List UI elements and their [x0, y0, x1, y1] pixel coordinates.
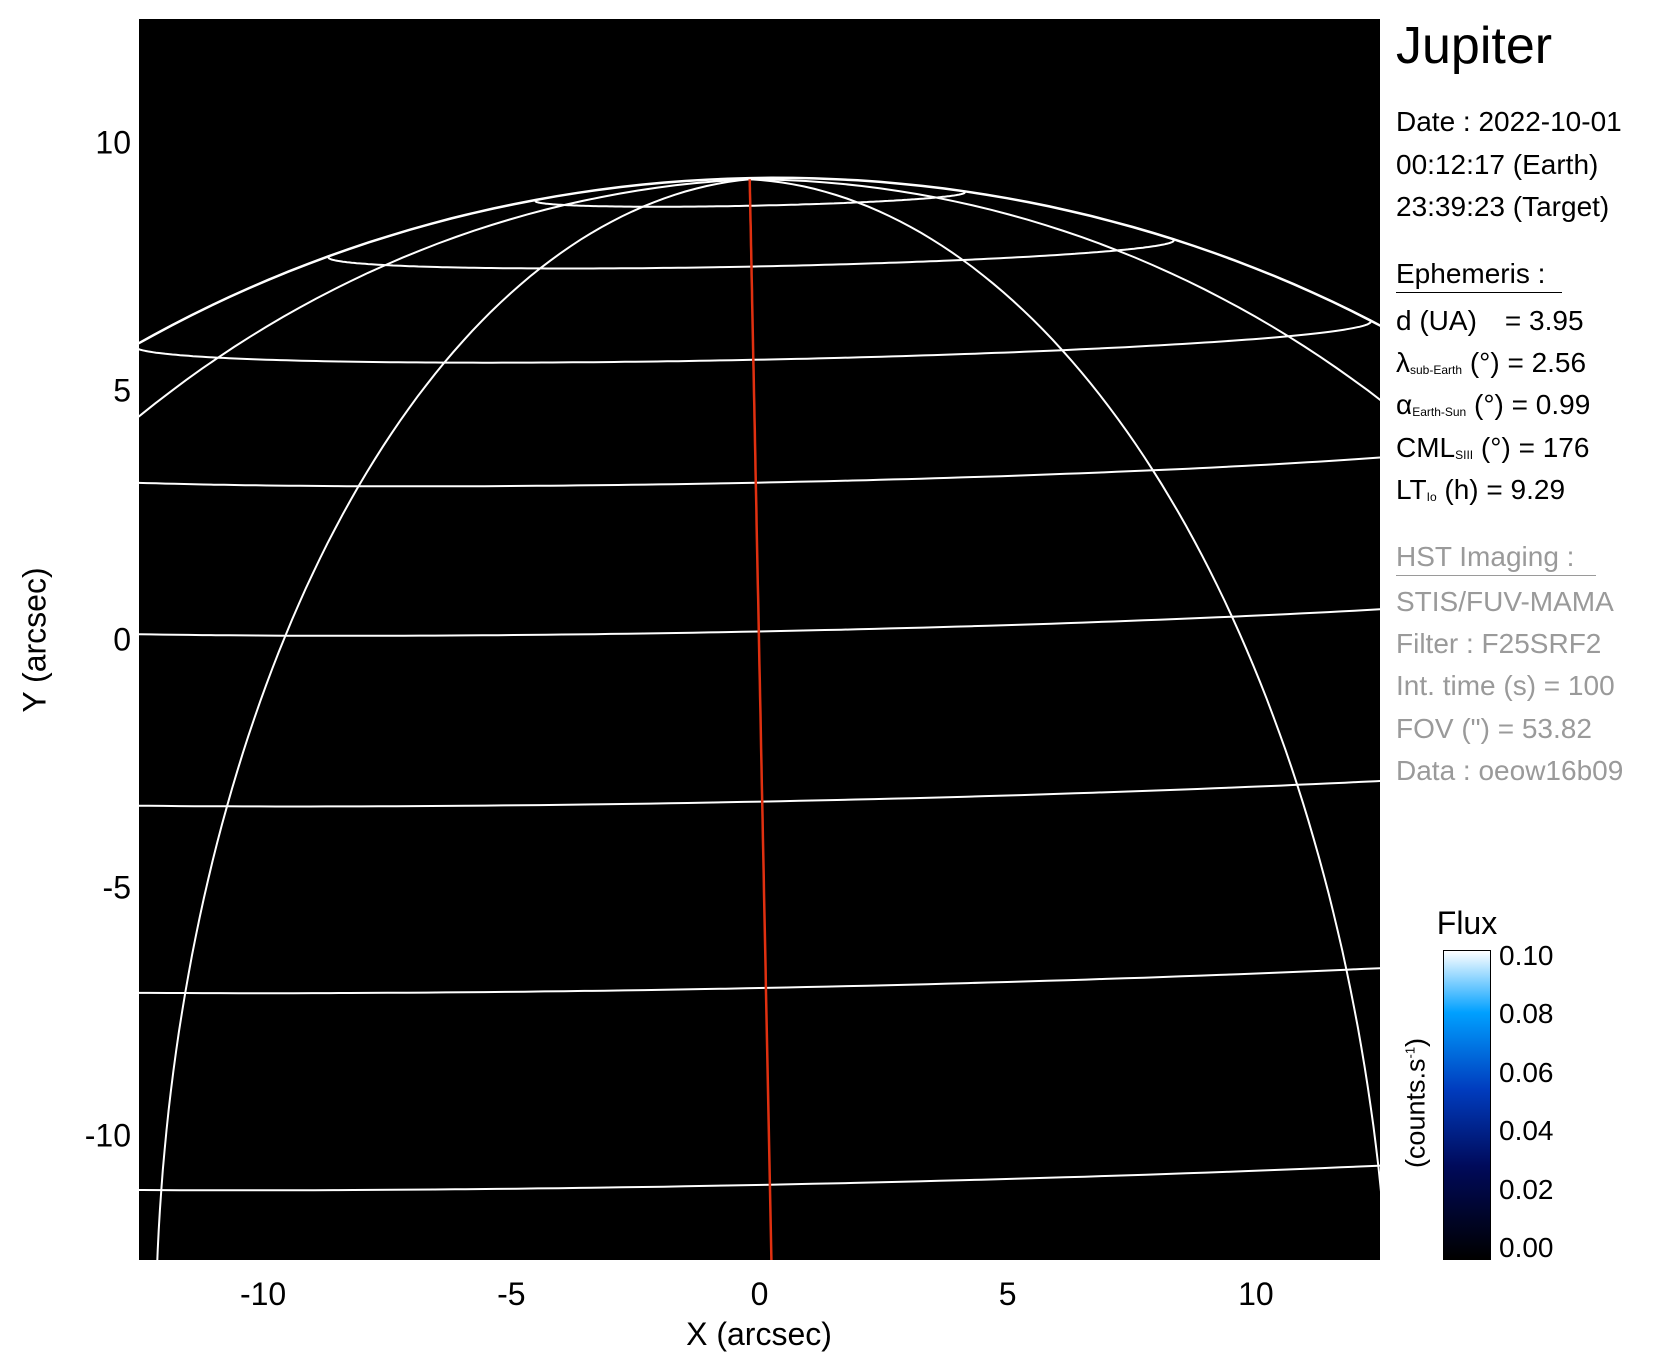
colorbar-tick-label: 0.08: [1499, 998, 1554, 1030]
y-tick-label: 0: [113, 621, 131, 657]
colorbar-tick-label: 0.10: [1499, 940, 1554, 971]
colorbar-label: (counts.s-1): [1400, 1037, 1431, 1169]
ephem-lt: LTIo (h) = 9.29: [1396, 474, 1566, 505]
latitude-line: [139, 456, 1380, 488]
y-tick-label: 10: [95, 124, 131, 161]
x-axis-title: X (arcsec): [686, 1316, 832, 1352]
x-tick-label: -5: [497, 1276, 526, 1312]
integration-time: Int. time (s) = 100: [1396, 670, 1615, 701]
data-id: Data : oeow16b09: [1396, 755, 1624, 786]
filter: Filter : F25SRF2: [1396, 628, 1602, 659]
y-axis-title: Y (arcsec): [16, 567, 53, 713]
time-earth: 00:12:17 (Earth): [1396, 149, 1599, 180]
x-tick-label: 5: [998, 1276, 1017, 1312]
hst-header: HST Imaging :: [1396, 543, 1596, 576]
y-tick-label: -10: [84, 1117, 131, 1154]
colorbar-tick-label: 0.04: [1499, 1115, 1554, 1147]
y-tick-label: 5: [113, 372, 131, 409]
fov: FOV (") = 53.82: [1396, 713, 1592, 744]
central-meridian-line: [748, 179, 773, 1260]
x-tick-label: 10: [1238, 1276, 1274, 1312]
latitude-line: [139, 779, 1380, 808]
colorbar-tick-label: 0.02: [1499, 1173, 1554, 1205]
instrument: STIS/FUV-MAMA: [1396, 586, 1614, 617]
colorbar-tick-label: 0.06: [1499, 1056, 1554, 1088]
y-tick-label: -5: [102, 869, 131, 906]
ephem-alpha: αEarth-Sun (°) = 0.99: [1396, 389, 1591, 420]
ephem-lambda: λsub-Earth (°) = 2.56: [1396, 347, 1587, 378]
target-title: Jupiter: [1396, 17, 1553, 75]
latitude-line: [139, 967, 1380, 995]
x-tick-label: 0: [750, 1276, 769, 1312]
x-tick-label: -10: [239, 1276, 287, 1312]
colorbar: [1443, 950, 1491, 1260]
time-target: 23:39:23 (Target): [1396, 191, 1610, 222]
colorbar-tick-label: 0.00: [1499, 1232, 1554, 1263]
ephem-distance: d (UA) = 3.95: [1396, 305, 1584, 336]
image-plot-area: [139, 19, 1380, 1260]
ephemeris-header: Ephemeris :: [1396, 260, 1562, 293]
longitude-line: [749, 178, 1380, 1192]
latitude-line: [139, 1164, 1380, 1192]
planet-limb: [139, 176, 1380, 345]
longitude-line: [749, 178, 1380, 401]
ephem-cml: CMLSIII (°) = 176: [1396, 432, 1590, 463]
latitude-line: [139, 319, 1372, 364]
longitude-line: [156, 178, 750, 1260]
date-text: Date : 2022-10-01: [1396, 106, 1622, 137]
colorbar-title: Flux: [1436, 905, 1498, 941]
planet-grid-overlay: [139, 176, 1380, 1260]
longitude-line: [139, 178, 750, 418]
